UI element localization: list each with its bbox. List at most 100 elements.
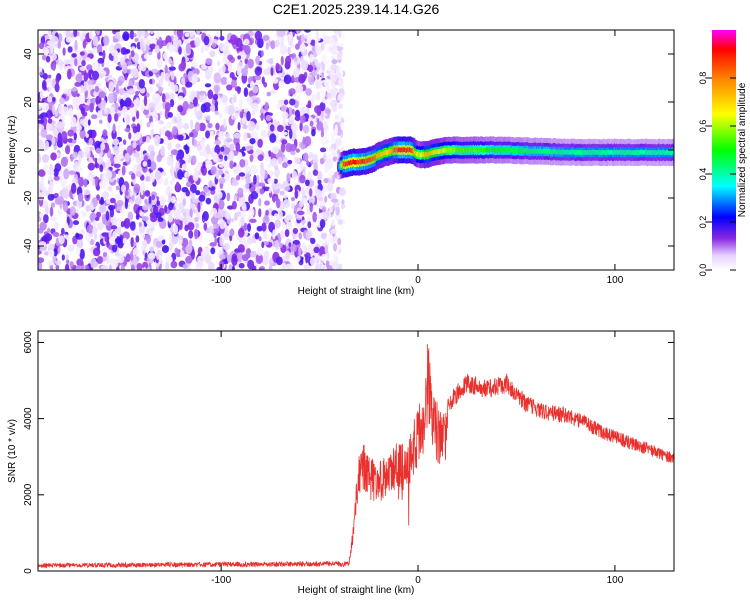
spectrogram-cell: [71, 138, 77, 144]
spectrogram-cell: [280, 262, 287, 270]
spectrogram-cell: [258, 198, 262, 207]
spectrogram-cell: [316, 107, 322, 117]
spectrogram-cell: [148, 102, 156, 112]
spectrogram-cell: [38, 119, 44, 124]
spectrogram-cell: [192, 192, 196, 204]
spectrogram-cell: [218, 177, 226, 184]
spectrogram-cell: [196, 110, 203, 121]
spectrogram-cell: [294, 57, 298, 62]
spectrogram-cell: [271, 145, 279, 155]
snr-x-tick-label: 0: [415, 575, 421, 586]
spectrogram-cell: [101, 255, 107, 262]
spectrogram-cell: [190, 155, 197, 166]
spectrogram-cell: [47, 74, 52, 79]
spectrogram-cell: [184, 224, 189, 232]
spectrogram-cell: [135, 235, 140, 243]
spectrogram-cell: [290, 75, 295, 82]
spectrogram-cell: [127, 88, 135, 95]
spectrogram-cell: [146, 136, 150, 144]
spectrogram-cell: [75, 73, 83, 83]
spectrogram-cell: [267, 163, 272, 168]
spectrogram-cell: [78, 176, 84, 187]
spectrogram-cell: [139, 57, 143, 67]
spectrogram-cell: [76, 238, 84, 249]
spectrogram-cell: [179, 219, 183, 231]
spectrogram-cell: [281, 111, 289, 120]
spectrogram-cell: [175, 143, 181, 149]
spectrogram-cell: [331, 55, 335, 61]
spectrogram-cell: [54, 232, 60, 238]
spectrogram-cell: [237, 86, 241, 95]
spectrogram-cell: [140, 102, 145, 112]
spectrogram-cell: [96, 147, 101, 154]
spectrogram-cell: [257, 154, 264, 162]
spectrogram-cell: [80, 106, 85, 115]
spectrogram-cell: [307, 221, 312, 229]
spectrogram-cell: [85, 264, 90, 270]
spectrogram-cell: [149, 43, 157, 50]
spectrogram-cell: [170, 149, 179, 156]
spectrogram-cell: [115, 217, 121, 228]
spectrogram-cell: [89, 202, 94, 209]
spectrogram-cell: [79, 51, 85, 56]
spectrogram-cell: [231, 181, 239, 186]
spectrogram-cell: [97, 57, 105, 64]
spectrogram-cell: [253, 151, 258, 158]
spectrogram-cell: [210, 247, 216, 255]
spectrogram-cell: [299, 122, 303, 132]
spectrogram-cell: [275, 132, 280, 139]
spectrogram-cell: [226, 84, 233, 91]
spectrogram-cell: [97, 222, 105, 230]
spectrogram-cell: [76, 247, 81, 256]
spectrogram-cell: [44, 205, 49, 215]
spectrogram-cell: [313, 246, 320, 254]
spectrogram-cell: [49, 206, 54, 217]
spectrogram-cell: [315, 79, 320, 90]
spectrogram-cell: [265, 151, 269, 162]
spectrogram-cell: [292, 227, 298, 235]
spectrogram-cell: [81, 86, 87, 92]
spectrogram-cell: [269, 57, 274, 65]
spectrogram-cell: [222, 64, 226, 73]
spectrogram-cell: [215, 122, 220, 131]
spectrogram-cell: [72, 220, 80, 226]
spectrogram-cell: [39, 89, 44, 100]
spectrogram-cell: [41, 103, 50, 112]
spectrogram-cell: [184, 171, 190, 178]
figure-title: C2E1.2025.239.14.14.G26: [273, 1, 440, 17]
spectrogram-cell: [55, 237, 60, 247]
snr-series: [38, 344, 674, 569]
spectrogram-cell: [130, 229, 138, 236]
spectrogram-cell: [69, 261, 74, 268]
spectrogram-cell: [183, 72, 187, 79]
spectrogram-cell: [286, 214, 294, 221]
snr-line: [38, 344, 674, 569]
spectrogram-cell: [43, 251, 50, 256]
spectrogram-cell: [185, 189, 190, 197]
spectrogram-cell: [133, 183, 141, 194]
spectrogram-cell: [93, 90, 101, 97]
spectrogram-cell: [108, 236, 117, 245]
spectrogram-cell: [163, 52, 168, 60]
spectrogram-y-tick-label: -40: [23, 238, 34, 253]
spectrogram-cell: [338, 78, 343, 87]
spectrogram-cell: [74, 81, 82, 87]
spectrogram-cell: [154, 170, 162, 181]
spectrogram-cell: [147, 253, 156, 259]
spectrogram-cell: [237, 55, 242, 60]
spectrogram-cell: [140, 63, 147, 72]
spectrogram-cell: [72, 151, 78, 159]
spectrogram-cell: [49, 41, 56, 47]
spectrogram-cell: [231, 255, 238, 266]
spectrogram-cell: [107, 186, 113, 192]
spectrogram-cell: [305, 88, 312, 96]
spectrogram-cell: [185, 181, 192, 187]
spectrogram-cell: [222, 55, 229, 64]
spectrogram-cell: [38, 227, 44, 234]
spectrogram-cell: [97, 110, 103, 118]
spectrogram-cell: [91, 114, 98, 120]
spectrogram-cell: [161, 93, 166, 103]
spectrogram-cell: [42, 154, 50, 163]
spectrogram-cell: [95, 95, 102, 105]
spectrogram-cell: [323, 178, 329, 184]
